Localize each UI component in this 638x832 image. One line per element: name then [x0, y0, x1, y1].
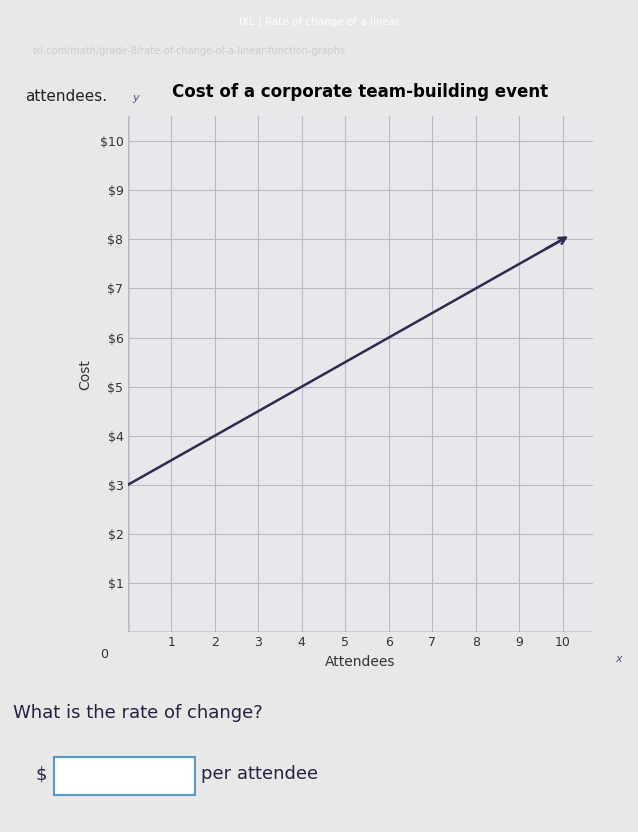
- Text: x: x: [615, 654, 621, 664]
- FancyBboxPatch shape: [54, 756, 195, 795]
- Text: per attendee: per attendee: [201, 765, 318, 783]
- Text: y: y: [132, 92, 138, 102]
- Text: IXL | Rate of change of a linear: IXL | Rate of change of a linear: [239, 17, 399, 27]
- X-axis label: Attendees: Attendees: [325, 655, 396, 669]
- Title: Cost of a corporate team-building event: Cost of a corporate team-building event: [172, 83, 549, 101]
- Text: attendees.: attendees.: [26, 89, 108, 104]
- Text: $: $: [35, 765, 47, 783]
- Text: 0: 0: [100, 648, 108, 661]
- Text: ixl.com/math/grade-8/rate-of-change-of-a-linear-function-graphs: ixl.com/math/grade-8/rate-of-change-of-a…: [32, 46, 345, 57]
- Text: What is the rate of change?: What is the rate of change?: [13, 704, 262, 721]
- Y-axis label: Cost: Cost: [78, 359, 93, 390]
